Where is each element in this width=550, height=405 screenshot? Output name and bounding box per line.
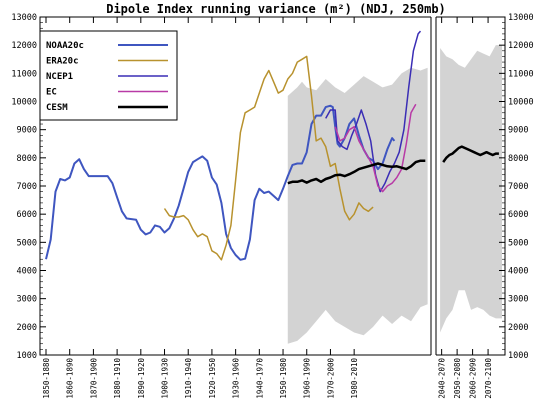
axis-break-gap bbox=[431, 16, 436, 356]
y-tick-label-right: 12000 bbox=[508, 41, 534, 51]
x-tick-label: 1870-1900 bbox=[89, 358, 98, 399]
y-tick-label-right: 8000 bbox=[508, 154, 528, 164]
y-tick-label-left: 2000 bbox=[17, 323, 37, 333]
y-tick-label-left: 8000 bbox=[17, 154, 37, 164]
x-tick-label: 2070-2100 bbox=[484, 358, 493, 399]
y-tick-label-left: 3000 bbox=[17, 295, 37, 305]
x-tick-label: 1900-1930 bbox=[161, 358, 170, 399]
legend: NOAA20c ERA20c NCEP1 EC CESM bbox=[39, 30, 178, 121]
series-lines-layer bbox=[45, 30, 499, 261]
y-tick-label-right: 1000 bbox=[508, 351, 528, 361]
series-line-ec bbox=[334, 103, 417, 193]
y-tick-label-right: 7000 bbox=[508, 182, 528, 192]
series-line-era20c bbox=[163, 55, 374, 261]
x-tick-label: 2050-2080 bbox=[453, 358, 462, 399]
y-tick-label-right: 4000 bbox=[508, 267, 528, 277]
y-tick-label-left: 1000 bbox=[17, 351, 37, 361]
x-tick-label: 1950-1980 bbox=[279, 358, 288, 399]
y-tick-label-left: 11000 bbox=[11, 69, 37, 79]
y-tick-label-right: 9000 bbox=[508, 126, 528, 136]
y-tick-label-right: 2000 bbox=[508, 323, 528, 333]
series-line-cesm bbox=[287, 145, 499, 185]
y-tick-label-right: 6000 bbox=[508, 210, 528, 220]
y-tick-label-left: 4000 bbox=[17, 267, 37, 277]
x-tick-label: 1970-2000 bbox=[326, 358, 335, 399]
x-tick-label: 1910-1940 bbox=[184, 358, 193, 399]
axes-layer: 1000 1000 2000 2000 3000 3000 4000 4000 5000 5000… bbox=[11, 13, 533, 399]
y-tick-label-left: 10000 bbox=[11, 98, 37, 108]
series-line-ncep1 bbox=[325, 30, 422, 193]
y-tick-label-left: 13000 bbox=[11, 13, 37, 23]
x-tick-label: 1940-1970 bbox=[255, 358, 264, 399]
ensemble-range-band-2 bbox=[440, 45, 502, 333]
y-tick-label-right: 13000 bbox=[508, 13, 534, 23]
y-tick-label-left: 6000 bbox=[17, 210, 37, 220]
series-line-noaa20c bbox=[45, 104, 396, 261]
ensemble-range-layer bbox=[287, 45, 502, 344]
x-tick-label: 2060-2090 bbox=[469, 358, 478, 399]
y-tick-label-left: 7000 bbox=[17, 182, 37, 192]
y-tick-label-right: 5000 bbox=[508, 238, 528, 248]
legend-label-ncep1: NCEP1 bbox=[46, 72, 73, 82]
y-tick-label-left: 9000 bbox=[17, 126, 37, 136]
y-tick-label-left: 5000 bbox=[17, 238, 37, 248]
x-tick-label: 1920-1950 bbox=[208, 358, 217, 399]
legend-label-era20c: ERA20c bbox=[46, 57, 79, 67]
legend-label-ec: EC bbox=[46, 88, 57, 98]
y-tick-label-right: 11000 bbox=[508, 69, 534, 79]
x-tick-label: 1890-1920 bbox=[137, 358, 146, 399]
x-tick-label: 1980-2010 bbox=[350, 358, 359, 399]
legend-label-noaa20c: NOAA20c bbox=[46, 41, 84, 51]
x-tick-label: 1960-1990 bbox=[303, 358, 312, 399]
x-tick-label: 1850-1880 bbox=[42, 358, 51, 399]
y-tick-label-left: 12000 bbox=[11, 41, 37, 51]
x-tick-label: 1860-1890 bbox=[66, 358, 75, 399]
y-tick-label-right: 10000 bbox=[508, 98, 534, 108]
x-tick-label: 1880-1910 bbox=[113, 358, 122, 399]
x-tick-label: 2040-2070 bbox=[438, 358, 447, 399]
x-tick-label: 1930-1960 bbox=[232, 358, 241, 399]
legend-label-cesm: CESM bbox=[46, 103, 68, 113]
chart-title: Dipole Index running variance (m²) (NDJ,… bbox=[106, 2, 446, 16]
y-tick-label-right: 3000 bbox=[508, 295, 528, 305]
